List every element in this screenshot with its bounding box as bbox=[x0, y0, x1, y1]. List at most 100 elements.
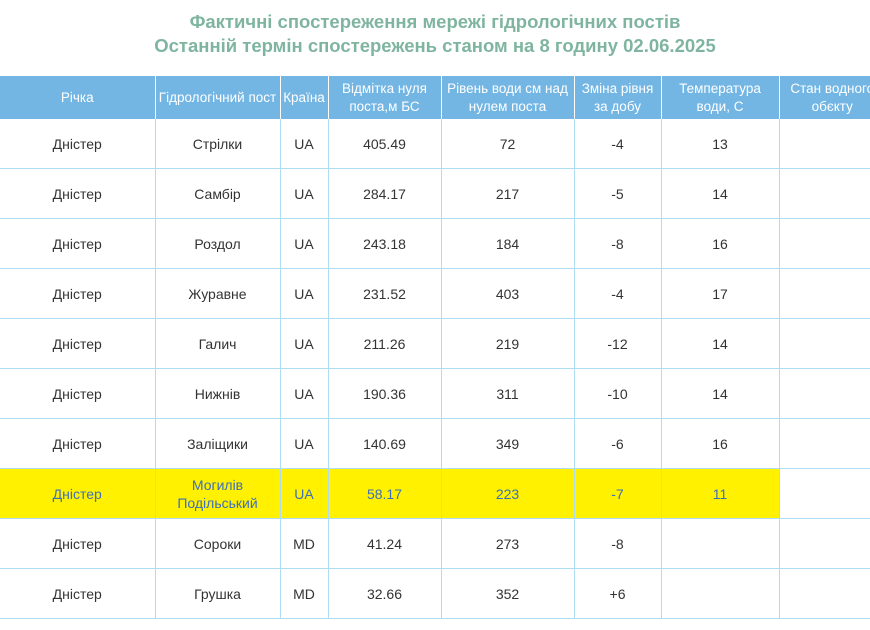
table-row: Дністер Самбір UA 284.17 217 -5 14 bbox=[0, 168, 870, 219]
cell-temp bbox=[660, 518, 779, 569]
table-row: Дністер Роздол UA 243.18 184 -8 16 bbox=[0, 218, 870, 269]
cell-country: UA bbox=[279, 218, 328, 269]
cell-change: -12 bbox=[573, 318, 661, 369]
cell-temp: 14 bbox=[660, 318, 779, 369]
cell-river: Дністер bbox=[0, 568, 155, 619]
cell-zero-mark: 211.26 bbox=[327, 318, 441, 369]
cell-change: -8 bbox=[573, 518, 661, 569]
table-row-highlighted: Дністер Могилів Подільський UA 58.17 223… bbox=[0, 468, 870, 519]
cell-post: Роздол bbox=[154, 218, 280, 269]
cell-temp: 11 bbox=[660, 468, 779, 519]
table-row: Дністер Заліщики UA 140.69 349 -6 16 bbox=[0, 418, 870, 469]
cell-river: Дністер bbox=[0, 318, 155, 369]
cell-level: 217 bbox=[440, 168, 574, 219]
column-header-river: Річка bbox=[0, 76, 155, 119]
cell-river: Дністер bbox=[0, 518, 155, 569]
cell-change: +6 bbox=[573, 568, 661, 619]
cell-country: UA bbox=[279, 318, 328, 369]
cell-state bbox=[778, 268, 870, 319]
cell-country: MD bbox=[279, 568, 328, 619]
cell-river: Дністер bbox=[0, 468, 155, 519]
column-header-zero-mark: Відмітка нуля поста,м БС bbox=[327, 76, 441, 119]
table-row: Дністер Сороки MD 41.24 273 -8 bbox=[0, 518, 870, 569]
page-subtitle: Останній термін спостережень станом на 8… bbox=[154, 35, 716, 56]
cell-country: UA bbox=[279, 368, 328, 419]
cell-post: Журавне bbox=[154, 268, 280, 319]
cell-temp: 13 bbox=[660, 119, 779, 169]
cell-zero-mark: 41.24 bbox=[327, 518, 441, 569]
cell-level: 273 bbox=[440, 518, 574, 569]
cell-level: 72 bbox=[440, 119, 574, 169]
cell-state bbox=[778, 318, 870, 369]
column-header-state: Стан водного обєкту bbox=[778, 76, 870, 119]
cell-river: Дністер bbox=[0, 119, 155, 169]
cell-post: Заліщики bbox=[154, 418, 280, 469]
cell-change: -6 bbox=[573, 418, 661, 469]
observations-table: Річка Гідрологічний пост Країна Відмітка… bbox=[0, 76, 870, 619]
cell-state bbox=[778, 168, 870, 219]
cell-change: -8 bbox=[573, 218, 661, 269]
cell-state bbox=[778, 418, 870, 469]
column-header-temp: Температура води, С bbox=[660, 76, 779, 119]
cell-zero-mark: 284.17 bbox=[327, 168, 441, 219]
cell-country: UA bbox=[279, 268, 328, 319]
cell-temp bbox=[660, 568, 779, 619]
table-row: Дністер Журавне UA 231.52 403 -4 17 bbox=[0, 268, 870, 319]
cell-level: 403 bbox=[440, 268, 574, 319]
cell-change: -5 bbox=[573, 168, 661, 219]
cell-post: Нижнів bbox=[154, 368, 280, 419]
cell-zero-mark: 140.69 bbox=[327, 418, 441, 469]
cell-state bbox=[778, 119, 870, 169]
table-row: Дністер Галич UA 211.26 219 -12 14 bbox=[0, 318, 870, 369]
page-title: Фактичні спостереження мережі гідрологіч… bbox=[189, 11, 681, 32]
cell-level: 184 bbox=[440, 218, 574, 269]
table-row: Дністер Стрілки UA 405.49 72 -4 13 bbox=[0, 119, 870, 169]
cell-post: Галич bbox=[154, 318, 280, 369]
cell-state bbox=[778, 368, 870, 419]
cell-temp: 14 bbox=[660, 168, 779, 219]
cell-level: 223 bbox=[440, 468, 574, 519]
column-header-post: Гідрологічний пост bbox=[154, 76, 280, 119]
cell-zero-mark: 231.52 bbox=[327, 268, 441, 319]
cell-change: -10 bbox=[573, 368, 661, 419]
page-header: Фактичні спостереження мережі гідрологіч… bbox=[0, 0, 870, 76]
cell-zero-mark: 405.49 bbox=[327, 119, 441, 169]
cell-zero-mark: 190.36 bbox=[327, 368, 441, 419]
cell-post: Стрілки bbox=[154, 119, 280, 169]
cell-change: -4 bbox=[573, 119, 661, 169]
cell-level: 311 bbox=[440, 368, 574, 419]
cell-zero-mark: 32.66 bbox=[327, 568, 441, 619]
cell-temp: 17 bbox=[660, 268, 779, 319]
cell-temp: 16 bbox=[660, 418, 779, 469]
cell-state bbox=[778, 468, 870, 519]
cell-post: Грушка bbox=[154, 568, 280, 619]
cell-change: -7 bbox=[573, 468, 661, 519]
cell-state bbox=[778, 218, 870, 269]
cell-river: Дністер bbox=[0, 168, 155, 219]
cell-level: 219 bbox=[440, 318, 574, 369]
cell-river: Дністер bbox=[0, 218, 155, 269]
cell-temp: 14 bbox=[660, 368, 779, 419]
cell-zero-mark: 243.18 bbox=[327, 218, 441, 269]
table-row: Дністер Нижнів UA 190.36 311 -10 14 bbox=[0, 368, 870, 419]
cell-country: UA bbox=[279, 168, 328, 219]
cell-post: Сороки bbox=[154, 518, 280, 569]
cell-state bbox=[778, 568, 870, 619]
column-header-country: Країна bbox=[279, 76, 328, 119]
table-row: Дністер Грушка MD 32.66 352 +6 bbox=[0, 568, 870, 619]
cell-change: -4 bbox=[573, 268, 661, 319]
column-header-level: Рівень води см над нулем поста bbox=[440, 76, 574, 119]
table-header-row: Річка Гідрологічний пост Країна Відмітка… bbox=[0, 76, 870, 119]
cell-level: 349 bbox=[440, 418, 574, 469]
cell-country: UA bbox=[279, 468, 328, 519]
column-header-change: Зміна рівня за добу bbox=[573, 76, 661, 119]
cell-post: Могилів Подільський bbox=[154, 468, 280, 519]
cell-country: UA bbox=[279, 119, 328, 169]
cell-country: UA bbox=[279, 418, 328, 469]
cell-state bbox=[778, 518, 870, 569]
cell-river: Дністер bbox=[0, 268, 155, 319]
cell-country: MD bbox=[279, 518, 328, 569]
cell-zero-mark: 58.17 bbox=[327, 468, 441, 519]
cell-post: Самбір bbox=[154, 168, 280, 219]
cell-level: 352 bbox=[440, 568, 574, 619]
